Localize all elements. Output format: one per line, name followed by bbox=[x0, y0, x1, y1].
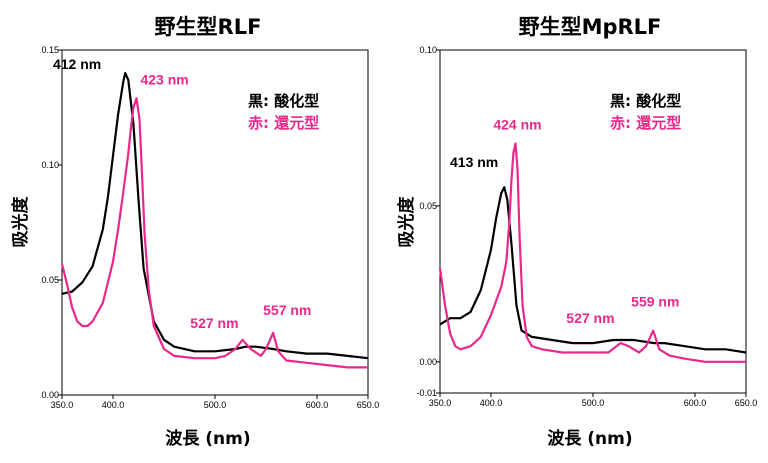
chart1-ylabel: 吸光度 bbox=[10, 196, 31, 248]
y-tick-label: 0.05 bbox=[41, 275, 59, 285]
x-tick-label: 350.0 bbox=[51, 400, 74, 410]
legend-entry: 黒: 酸化型 bbox=[248, 92, 319, 110]
y-tick-label: 0.05 bbox=[419, 201, 437, 211]
peak-label: 413 nm bbox=[450, 154, 498, 170]
chart1-plot-frame bbox=[61, 49, 369, 396]
y-tick-label: 0.10 bbox=[41, 160, 59, 170]
x-tick-label: 600.0 bbox=[306, 400, 329, 410]
x-tick-label: 600.0 bbox=[684, 398, 707, 408]
y-tick-label: 0.00 bbox=[41, 390, 59, 400]
x-tick-label: 400.0 bbox=[102, 400, 125, 410]
peak-label: 557 nm bbox=[263, 302, 311, 318]
peak-label: 527 nm bbox=[566, 310, 614, 326]
x-tick-label: 350.0 bbox=[429, 398, 452, 408]
chart2-title: 野生型MpRLF bbox=[519, 15, 662, 39]
legend-entry: 赤: 還元型 bbox=[610, 114, 681, 132]
chart2-ylabel: 吸光度 bbox=[396, 196, 417, 248]
x-tick-label: 650.0 bbox=[357, 400, 380, 410]
peak-label: 559 nm bbox=[631, 294, 679, 310]
series-line-reduced bbox=[60, 97, 368, 369]
y-tick-label: -0.01 bbox=[416, 388, 437, 398]
peak-label: 424 nm bbox=[493, 117, 541, 133]
chart1-xlabel: 波長 (nm) bbox=[165, 428, 250, 449]
y-tick-label: 0.10 bbox=[419, 45, 437, 55]
series-line-oxidized bbox=[439, 186, 747, 354]
chart2-xlabel: 波長 (nm) bbox=[547, 428, 632, 449]
chart1-title: 野生型RLF bbox=[155, 15, 262, 39]
y-tick-label: 0.00 bbox=[419, 357, 437, 367]
series-line-reduced bbox=[438, 142, 746, 363]
peak-label: 412 nm bbox=[53, 56, 101, 72]
legend-entry: 赤: 還元型 bbox=[248, 114, 319, 132]
peak-label: 527 nm bbox=[190, 315, 238, 331]
y-tick-label: 0.15 bbox=[41, 45, 59, 55]
x-tick-label: 400.0 bbox=[480, 398, 503, 408]
x-tick-label: 500.0 bbox=[582, 398, 605, 408]
x-tick-label: 650.0 bbox=[735, 398, 758, 408]
x-tick-label: 500.0 bbox=[204, 400, 227, 410]
peak-label: 423 nm bbox=[140, 71, 188, 87]
chart2-plot-frame bbox=[439, 49, 747, 394]
legend-entry: 黒: 酸化型 bbox=[610, 92, 681, 110]
